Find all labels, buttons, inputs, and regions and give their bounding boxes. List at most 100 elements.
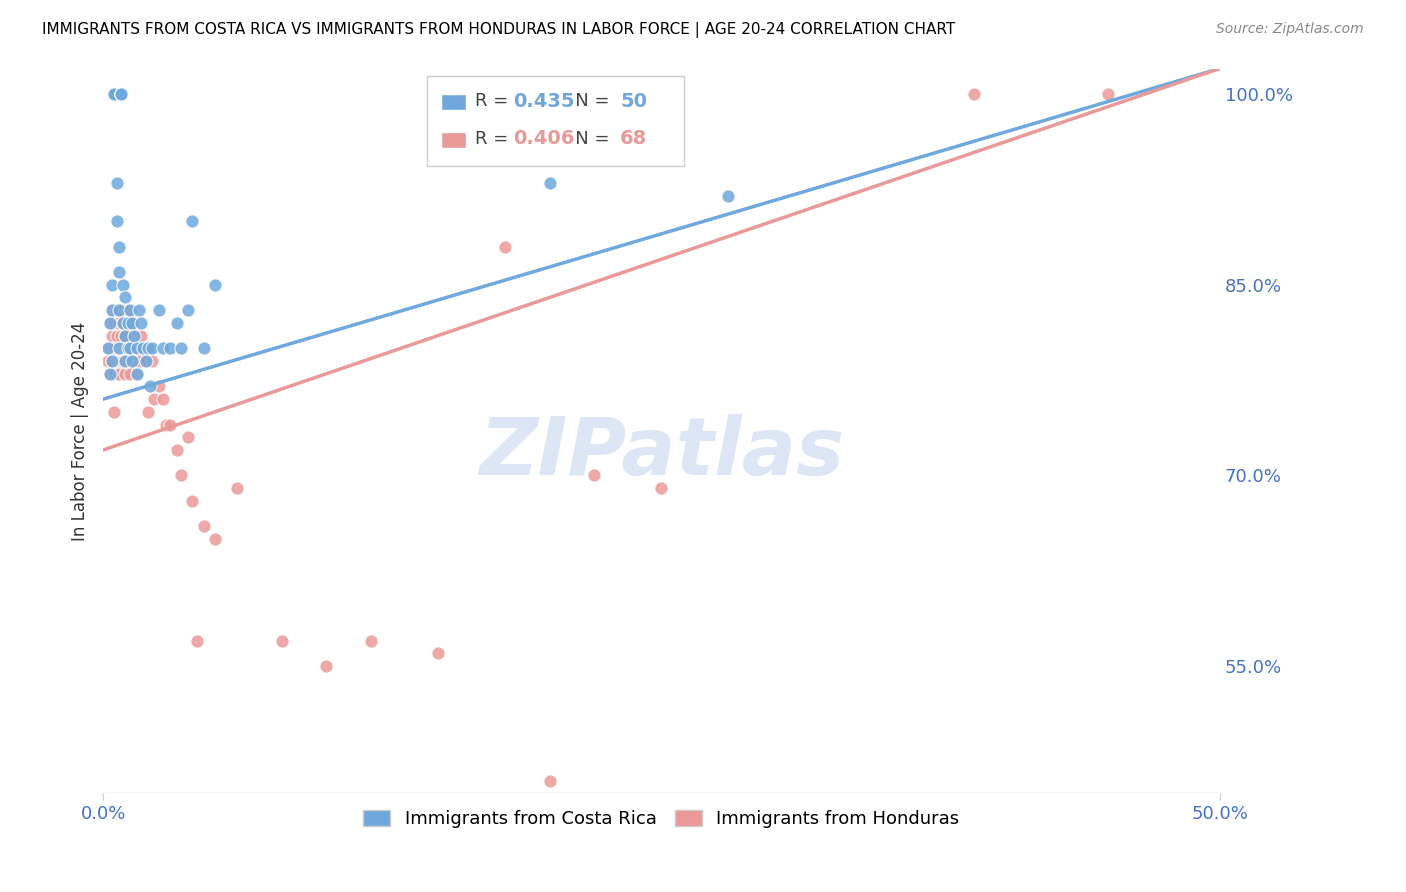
Point <box>103 316 125 330</box>
Point <box>583 468 606 483</box>
Point <box>136 341 159 355</box>
Point <box>170 468 193 483</box>
Point <box>141 354 163 368</box>
Point <box>155 417 177 432</box>
Text: ZIPatlas: ZIPatlas <box>479 414 844 491</box>
Point <box>118 341 141 355</box>
Point <box>132 341 155 355</box>
Point <box>105 328 128 343</box>
Point <box>143 392 166 406</box>
Point <box>159 417 181 432</box>
Point <box>101 277 124 292</box>
Point <box>963 87 986 101</box>
Point <box>112 277 135 292</box>
Point <box>98 367 121 381</box>
Point <box>124 328 146 343</box>
Point <box>124 354 146 368</box>
Point <box>114 354 136 368</box>
Point <box>103 341 125 355</box>
Point <box>98 341 121 355</box>
Point <box>107 316 129 330</box>
Point <box>103 87 125 101</box>
Point <box>112 354 135 368</box>
Text: N =: N = <box>558 130 614 148</box>
Point <box>97 354 120 368</box>
Point <box>98 367 121 381</box>
Point <box>105 176 128 190</box>
Point <box>128 354 150 368</box>
Point <box>650 481 672 495</box>
Point <box>159 341 181 355</box>
Point <box>98 316 121 330</box>
Point <box>112 316 135 330</box>
Point <box>193 341 215 355</box>
Text: 0.435: 0.435 <box>513 92 575 111</box>
Point <box>105 214 128 228</box>
Point <box>97 341 120 355</box>
Point <box>129 328 152 343</box>
Point <box>103 87 125 101</box>
Point <box>101 328 124 343</box>
Text: R =: R = <box>475 92 515 110</box>
Point <box>1097 87 1119 101</box>
Point <box>538 773 561 788</box>
Point <box>129 316 152 330</box>
Point <box>136 405 159 419</box>
Point <box>107 239 129 253</box>
Point <box>121 316 143 330</box>
Legend: Immigrants from Costa Rica, Immigrants from Honduras: Immigrants from Costa Rica, Immigrants f… <box>356 802 967 835</box>
Point <box>117 303 139 318</box>
Bar <box>441 132 465 147</box>
Point <box>124 328 146 343</box>
Point <box>105 303 128 318</box>
Point <box>177 430 200 444</box>
Text: N =: N = <box>558 92 614 110</box>
Point <box>118 316 141 330</box>
Point <box>181 494 204 508</box>
Point <box>177 303 200 318</box>
Point <box>118 341 141 355</box>
Point <box>152 392 174 406</box>
Point <box>135 354 157 368</box>
Point <box>98 316 121 330</box>
Point <box>166 316 188 330</box>
Point <box>103 367 125 381</box>
FancyBboxPatch shape <box>427 76 683 167</box>
Point <box>118 367 141 381</box>
Point <box>107 341 129 355</box>
Point <box>132 341 155 355</box>
Point <box>103 405 125 419</box>
Point <box>110 87 132 101</box>
Point <box>315 659 337 673</box>
Point <box>148 379 170 393</box>
Point <box>204 277 226 292</box>
Point <box>110 87 132 101</box>
Point <box>121 316 143 330</box>
Point <box>181 214 204 228</box>
Point <box>121 354 143 368</box>
Point <box>117 341 139 355</box>
Point <box>139 379 162 393</box>
Point <box>101 303 124 318</box>
Point <box>110 328 132 343</box>
Point <box>114 367 136 381</box>
Point <box>148 303 170 318</box>
Point <box>118 303 141 318</box>
Text: R =: R = <box>475 130 515 148</box>
Text: 0.406: 0.406 <box>513 129 574 148</box>
Point <box>152 341 174 355</box>
Point <box>360 633 382 648</box>
Point <box>97 341 120 355</box>
Point <box>141 341 163 355</box>
Point <box>538 176 561 190</box>
Point <box>107 367 129 381</box>
Point <box>128 303 150 318</box>
Point <box>107 303 129 318</box>
Point <box>107 341 129 355</box>
Point <box>125 367 148 381</box>
Point <box>101 303 124 318</box>
Point <box>112 316 135 330</box>
Text: Source: ZipAtlas.com: Source: ZipAtlas.com <box>1216 22 1364 37</box>
Point <box>117 354 139 368</box>
Point <box>110 354 132 368</box>
